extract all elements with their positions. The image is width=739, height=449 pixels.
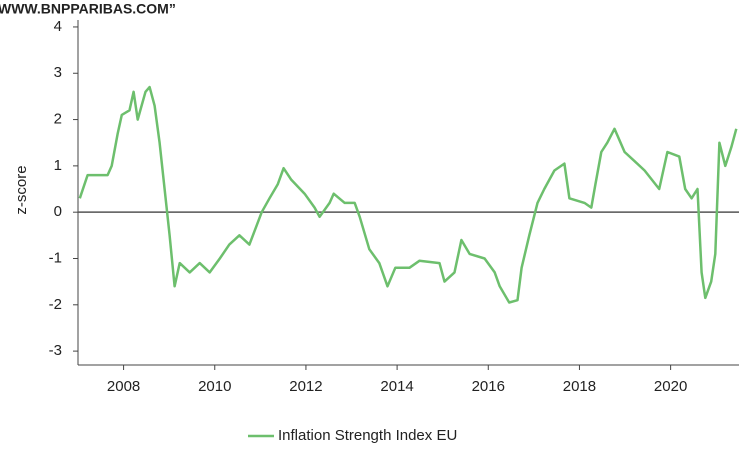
- x-tick-label: 2012: [289, 378, 322, 395]
- x-tick-label: 2014: [380, 378, 413, 395]
- y-tick-label: 4: [54, 18, 62, 35]
- y-tick-label: 1: [54, 157, 62, 174]
- y-tick-label: 3: [54, 64, 62, 81]
- x-tick-label: 2018: [563, 378, 596, 395]
- x-tick-label: 2010: [198, 378, 231, 395]
- y-tick-label: -3: [49, 342, 62, 359]
- x-tick-label: 2020: [654, 378, 687, 395]
- data-line: [78, 85, 738, 304]
- y-tick-label: 0: [54, 203, 62, 220]
- y-tick-label: -2: [49, 296, 62, 313]
- x-tick-label: 2008: [107, 378, 140, 395]
- chart-title: WWW.BNPPARIBAS.COM”: [0, 1, 176, 17]
- x-tick-label: 2016: [472, 378, 505, 395]
- y-axis-label: z-score: [13, 165, 30, 214]
- y-tick-label: 2: [54, 111, 62, 128]
- legend-label: Inflation Strength Index EU: [278, 427, 457, 444]
- y-tick-label: -1: [49, 249, 62, 266]
